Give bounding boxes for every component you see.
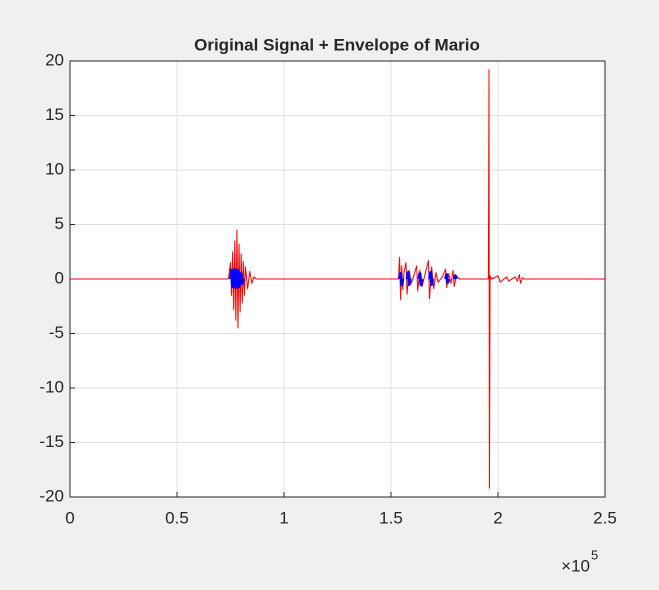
x-tick-label: 1 [279, 508, 288, 527]
signal-line [229, 267, 458, 290]
y-tick-label: -15 [39, 432, 64, 451]
x-tick-label: 0.5 [165, 508, 189, 527]
x-tick-label: 2 [493, 508, 502, 527]
x-multiplier-base: ×10 [561, 556, 590, 575]
signal-line [70, 69, 605, 489]
y-tick-label: -20 [39, 486, 64, 505]
chart-title: Original Signal + Envelope of Mario [194, 35, 480, 54]
axes-box [69, 60, 606, 498]
y-tick-label: 5 [55, 214, 64, 233]
y-tick-label: 20 [45, 50, 64, 69]
y-tick-label: 15 [45, 105, 64, 124]
y-tick-label: -5 [49, 323, 64, 342]
x-tick-label: 2.5 [593, 508, 617, 527]
x-tick-label: 1.5 [379, 508, 403, 527]
y-tick-label: -10 [39, 377, 64, 396]
y-tick-label: 0 [55, 268, 64, 287]
x-tick-label: 0 [65, 508, 74, 527]
x-multiplier-exponent: 5 [591, 547, 598, 562]
y-tick-label: 10 [45, 159, 64, 178]
